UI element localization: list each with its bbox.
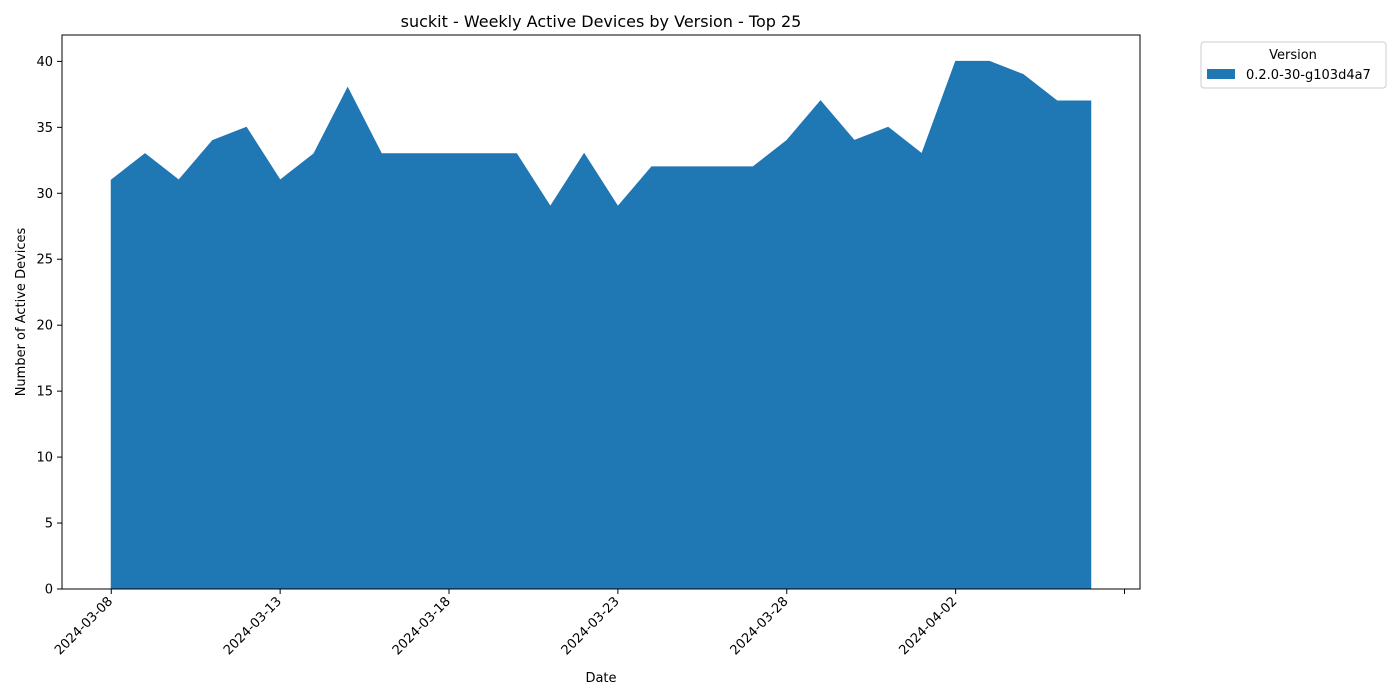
y-tick-label: 20 xyxy=(36,319,53,334)
legend-series-label: 0.2.0-30-g103d4a7 xyxy=(1246,68,1371,83)
y-tick-label: 30 xyxy=(36,187,53,202)
x-tick-label: 2024-03-18 xyxy=(390,594,454,658)
y-axis-title: Number of Active Devices xyxy=(14,227,29,396)
y-tick-label: 15 xyxy=(36,385,53,400)
plot-area xyxy=(110,60,1092,590)
y-tick-label: 40 xyxy=(36,55,53,70)
x-tick-label: 2024-03-08 xyxy=(52,594,116,658)
y-axis: 0 5 10 15 20 25 30 35 40 xyxy=(36,55,62,598)
series-area-0 xyxy=(110,60,1092,590)
legend: Version 0.2.0-30-g103d4a7 xyxy=(1200,41,1387,89)
y-tick-label: 5 xyxy=(45,517,53,532)
x-axis: 2024-03-08 2024-03-13 2024-03-18 2024-03-23… xyxy=(52,589,1126,658)
x-axis-title: Date xyxy=(585,671,616,686)
x-tick-label: 2024-03-28 xyxy=(728,594,792,658)
x-tick-label: 2024-03-23 xyxy=(559,594,623,658)
legend-title: Version xyxy=(1269,48,1317,63)
y-tick-label: 25 xyxy=(36,253,53,268)
y-tick-label: 0 xyxy=(45,583,53,598)
x-tick-label: 2024-04-02 xyxy=(896,594,960,658)
plot-frame xyxy=(61,34,1141,590)
chart-title: suckit - Weekly Active Devices by Versio… xyxy=(401,12,802,31)
x-tick-label: 2024-03-13 xyxy=(221,594,285,658)
legend-frame xyxy=(1200,41,1387,89)
y-tick-label: 10 xyxy=(36,451,53,466)
y-tick-label: 35 xyxy=(36,121,53,136)
legend-swatch xyxy=(1207,69,1235,79)
